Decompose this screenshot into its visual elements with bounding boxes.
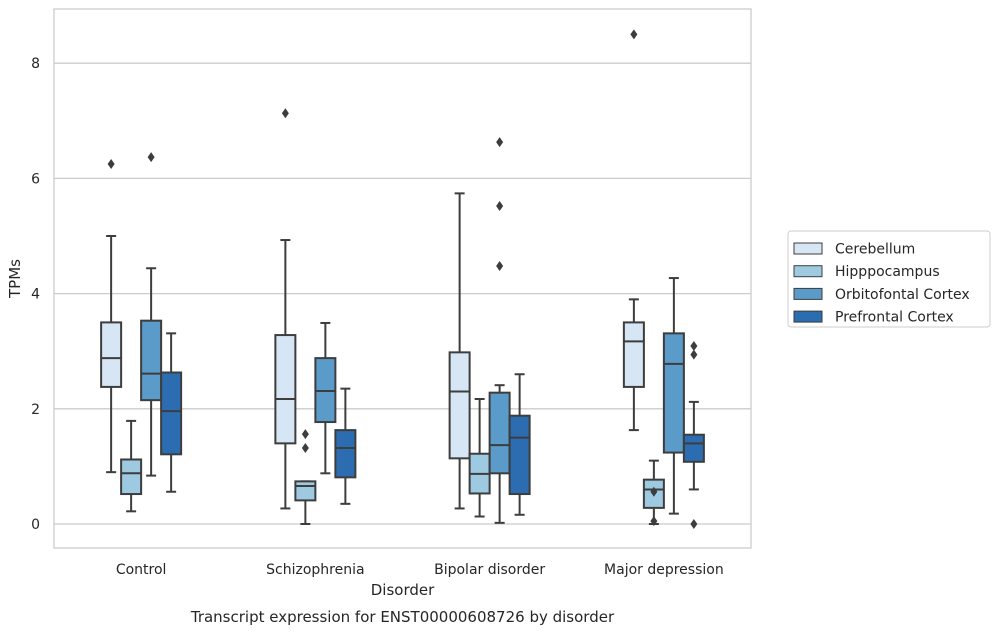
box-cerebellum	[100, 159, 123, 474]
iqr-box	[334, 429, 357, 479]
box-cerebellum	[274, 108, 297, 510]
iqr-box	[294, 480, 317, 502]
outlier-marker	[496, 137, 504, 148]
y-tick-label: 6	[31, 171, 40, 187]
outlier-marker	[690, 519, 698, 529]
outlier-marker	[690, 349, 698, 360]
y-axis-ticks: 0 2 4 6 8	[31, 56, 40, 533]
iqr-box	[682, 433, 705, 463]
chart-caption: Transcript expression for ENST0000060872…	[190, 608, 615, 626]
outlier-marker	[107, 159, 115, 169]
iqr-box	[488, 391, 511, 475]
box-cerebellum	[448, 192, 471, 510]
box-cerebellum	[622, 29, 645, 432]
x-tick-label: Schizophrenia	[266, 562, 364, 578]
gridlines	[54, 62, 751, 525]
outlier-marker	[281, 108, 289, 119]
box-orbitofontal-cortex	[140, 152, 163, 477]
iqr-box	[274, 334, 297, 445]
legend-swatch	[793, 265, 823, 278]
outlier-marker	[301, 429, 309, 440]
outlier-marker	[650, 516, 658, 527]
legend-swatch	[793, 310, 823, 323]
outlier-marker	[690, 341, 698, 352]
legend-label: Orbitofontal Cortex	[835, 287, 970, 303]
box-orbitofontal-cortex	[662, 277, 685, 515]
box-orbitofontal-cortex	[488, 137, 511, 524]
x-tick-label: Bipolar disorder	[434, 562, 545, 578]
box-plots	[100, 29, 705, 529]
outlier-marker	[650, 486, 658, 497]
y-tick-label: 0	[31, 517, 40, 533]
x-tick-label: Control	[116, 562, 167, 578]
outlier-marker	[147, 152, 155, 163]
legend-label: Cerebellum	[835, 242, 915, 258]
x-axis-label: Disorder	[371, 581, 435, 599]
box-prefrontal-cortex	[682, 341, 705, 529]
outlier-marker	[630, 29, 638, 40]
box-hipppocampus	[642, 459, 665, 527]
box-prefrontal-cortex	[334, 387, 357, 505]
outlier-marker	[301, 442, 309, 453]
box-hipppocampus	[120, 419, 143, 513]
legend-swatch	[793, 287, 823, 300]
plot-frame	[53, 8, 752, 549]
y-tick-label: 8	[31, 56, 40, 72]
outlier-marker	[496, 201, 504, 212]
y-tick-label: 2	[31, 402, 40, 418]
box-prefrontal-cortex	[508, 373, 531, 516]
outlier-marker	[496, 260, 504, 271]
iqr-box	[662, 332, 685, 454]
iqr-box	[100, 321, 123, 388]
iqr-box	[140, 319, 163, 402]
box-hipppocampus	[468, 398, 491, 518]
legend-label: Hipppocampus	[835, 264, 940, 280]
legend-label: Prefrontal Cortex	[835, 310, 954, 326]
box-hipppocampus	[294, 429, 317, 525]
box-prefrontal-cortex	[160, 332, 183, 493]
legend: Cerebellum Hipppocampus Orbitofontal Corte…	[787, 230, 991, 328]
y-axis-label: TPMs	[6, 259, 24, 299]
iqr-box	[160, 371, 183, 456]
x-axis-ticks: Control Schizophrenia Bipolar disorder Majo…	[116, 562, 724, 578]
box-orbitofontal-cortex	[314, 321, 337, 475]
legend-swatch	[793, 242, 823, 255]
iqr-box	[508, 414, 531, 496]
y-tick-label: 4	[31, 287, 40, 303]
iqr-box	[120, 458, 143, 496]
x-tick-label: Major depression	[604, 562, 724, 578]
iqr-box	[622, 321, 645, 388]
legend-frame	[787, 230, 991, 328]
iqr-box	[448, 351, 471, 460]
